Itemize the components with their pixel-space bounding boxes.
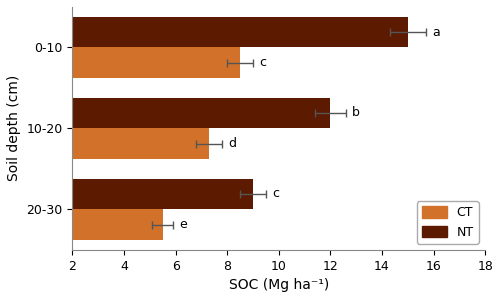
Bar: [21, 48, 240, 78]
Text: b: b: [352, 106, 360, 120]
Text: c: c: [272, 187, 280, 200]
Bar: [21, 17, 407, 48]
Legend: CT, NT: CT, NT: [416, 201, 479, 243]
Text: d: d: [228, 137, 236, 150]
Bar: [21, 97, 330, 128]
Text: a: a: [432, 25, 440, 39]
Bar: [21, 128, 209, 159]
Bar: [21, 179, 253, 209]
Y-axis label: Soil depth (cm): Soil depth (cm): [7, 75, 21, 181]
Bar: [21, 209, 163, 240]
X-axis label: SOC (Mg ha⁻¹): SOC (Mg ha⁻¹): [228, 278, 329, 292]
Text: c: c: [260, 56, 266, 69]
Text: e: e: [180, 218, 188, 231]
